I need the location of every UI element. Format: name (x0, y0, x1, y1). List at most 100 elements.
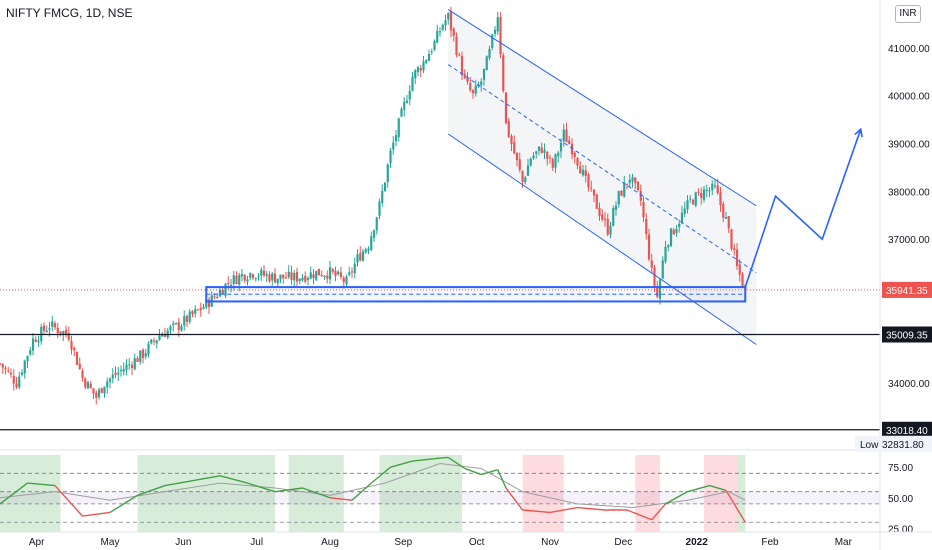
time-tick-label: 2022 (686, 537, 709, 548)
candle-body (348, 272, 350, 275)
candle-body (70, 341, 72, 350)
candle-body (340, 272, 342, 276)
rsi-tick-label: 50.00 (888, 494, 913, 505)
candle-body (315, 271, 317, 280)
rsi-line-segment (83, 512, 111, 516)
candle-body (411, 77, 413, 91)
candle-body (301, 278, 303, 281)
candle-body (73, 348, 75, 350)
candle-body (279, 275, 281, 280)
candle-body (136, 358, 138, 362)
time-tick-label: Feb (761, 537, 779, 548)
candle-body (180, 326, 182, 330)
candle-body (197, 309, 199, 310)
candle-body (15, 384, 17, 388)
candle-body (186, 316, 188, 322)
candle-body (266, 274, 268, 276)
rsi-line-segment (578, 508, 606, 510)
candle-body (54, 323, 56, 327)
candle-body (120, 370, 122, 371)
candle-body (354, 264, 356, 273)
candle-body (98, 390, 100, 398)
candle-body (362, 252, 364, 261)
candle-body (7, 371, 9, 372)
candle-body (241, 274, 243, 276)
candle-body (376, 217, 378, 230)
candle-body (92, 388, 94, 393)
projection-path (745, 129, 861, 287)
rsi-pane[interactable]: 75.00 50.00 25.00 (0, 455, 913, 535)
candle-body (329, 267, 331, 279)
candle-body (172, 323, 174, 325)
candle-body (332, 269, 334, 272)
candle-body (321, 275, 323, 276)
candle-body (125, 364, 127, 369)
candle-body (156, 340, 158, 343)
candle-body (79, 364, 81, 369)
candle-body (326, 276, 328, 279)
candle-body (359, 253, 361, 260)
rsi-tick-label: 75.00 (888, 463, 913, 474)
candle-body (356, 254, 358, 262)
candle-body (29, 350, 31, 354)
time-tick-label: Apr (29, 537, 45, 548)
candle-body (13, 376, 15, 384)
candle-body (153, 341, 155, 342)
time-tick-label: Aug (321, 537, 339, 548)
candle-body (282, 275, 284, 279)
candle-body (381, 191, 383, 203)
candle-body (494, 30, 496, 34)
candle-body (345, 277, 347, 284)
candle-body (318, 269, 320, 275)
candle-body (18, 377, 20, 388)
candle-body (76, 352, 78, 365)
candle-body (235, 276, 237, 284)
candle-body (43, 326, 45, 331)
candle-body (403, 102, 405, 110)
candle-body (293, 273, 295, 280)
candle-body (367, 248, 369, 250)
candle-body (431, 51, 433, 52)
candle-body (398, 118, 400, 137)
candle-body (444, 20, 446, 25)
price-tick-label: 37000.00 (888, 235, 930, 246)
candle-body (128, 364, 130, 365)
candle-body (35, 340, 37, 342)
candle-body (392, 143, 394, 150)
candle-body (101, 388, 103, 393)
candle-body (46, 331, 48, 332)
candle-body (296, 272, 298, 282)
candle-body (194, 309, 196, 313)
candle-body (230, 285, 232, 286)
candle-body (425, 60, 427, 63)
candle-body (21, 373, 23, 375)
candle-body (84, 379, 86, 388)
candle-body (2, 364, 4, 368)
candle-body (158, 335, 160, 340)
candle-body (134, 358, 136, 369)
candle-body (59, 331, 61, 333)
level-price-label: 35009.35 (886, 330, 928, 341)
candle-body (150, 340, 152, 344)
candle-body (365, 249, 367, 252)
candle-body (95, 393, 97, 398)
candle-body (57, 328, 59, 333)
time-tick-label: Dec (614, 537, 632, 548)
candle-body (249, 273, 251, 278)
candle-body (123, 369, 125, 371)
candle-body (178, 322, 180, 330)
candle-body (274, 274, 276, 283)
candle-body (246, 279, 248, 281)
price-pane[interactable] (0, 7, 880, 430)
level-price-label: 33018.40 (886, 426, 928, 437)
candle-body (387, 165, 389, 182)
candle-body (307, 278, 309, 280)
candle-body (189, 311, 191, 321)
candle-body (191, 311, 193, 314)
candle-body (37, 341, 39, 343)
candle-body (271, 273, 273, 280)
candle-body (373, 230, 375, 238)
candle-body (106, 381, 108, 387)
candle-body (244, 275, 246, 281)
